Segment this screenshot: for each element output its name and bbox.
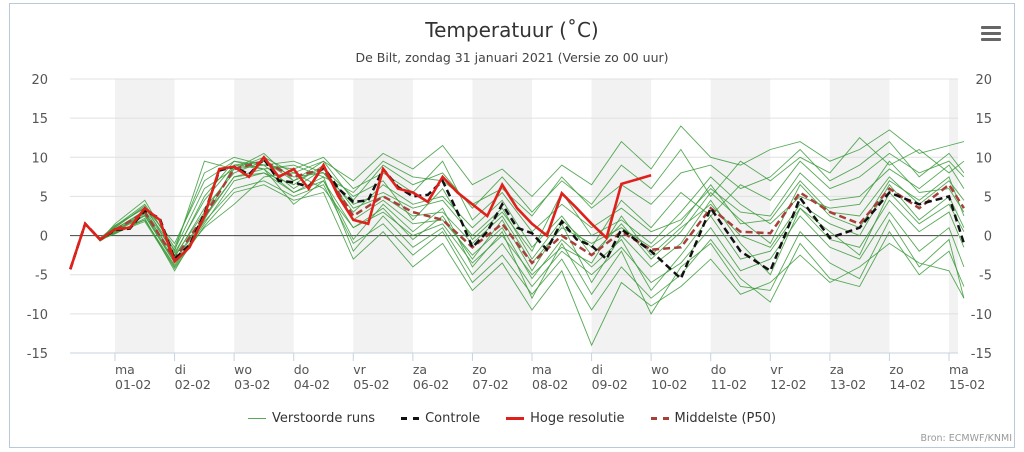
legend-item-control[interactable]: Controle [401,411,480,426]
x-tick-date: 13-02 [830,377,866,392]
x-tick-day: ma [115,362,135,377]
ensemble-member-line [69,140,965,270]
ensemble-member-line [69,152,965,270]
x-tick-day: do [294,362,310,377]
ensemble-member-line [69,184,965,347]
legend: Verstoorde runs Controle Hoge resolutie … [0,411,1024,426]
x-tick-date: 01-02 [115,377,151,392]
ensemble-member-line [69,164,965,270]
y-tick-label-left: 5 [40,190,48,205]
y-tick-label-right: 20 [975,73,992,88]
y-tick-label-right: -15 [971,347,992,362]
x-tick-day: ma [949,362,969,377]
y-tick-label-right: -5 [979,269,992,284]
x-tick-day: do [711,362,727,377]
hires-line [69,155,652,270]
x-tick-day: wo [651,362,669,377]
y-tick-label-right: -10 [971,308,992,323]
ensemble-member-line [69,125,965,270]
x-tick-date: 10-02 [651,377,687,392]
legend-label-hires: Hoge resolutie [530,411,625,426]
chart-subtitle: De Bilt, zondag 31 januari 2021 (Versie … [355,50,669,65]
y-tick-label-right: 0 [984,230,992,245]
x-tick-day: za [413,362,427,377]
ensemble-member-line [69,137,965,270]
chart-title: Temperatuur (˚C) [425,18,599,42]
y-tick-label-right: 15 [975,112,992,127]
source-credit: Bron: ECMWF/KNMI [920,433,1013,444]
hamburger-menu-icon[interactable] [981,26,1001,42]
x-tick-day: di [592,362,603,377]
legend-item-ensemble[interactable]: Verstoorde runs [247,411,376,426]
y-tick-label-left: 20 [31,73,48,88]
legend-swatch-ensemble [247,418,266,419]
x-tick-date: 15-02 [949,377,985,392]
x-tick-day: wo [234,362,252,377]
legend-swatch-hires [506,417,525,420]
x-tick-day: vr [770,362,783,377]
y-tick-label-left: -10 [27,308,48,323]
x-tick-date: 05-02 [353,377,389,392]
ensemble-member-line [69,168,965,276]
x-tick-date: 06-02 [413,377,449,392]
x-tick-date: 12-02 [770,377,806,392]
x-tick-date: 07-02 [472,377,508,392]
y-tick-label-right: 5 [984,190,992,205]
x-tick-day: vr [353,362,366,377]
x-tick-date: 14-02 [889,377,925,392]
x-tick-date: 08-02 [532,377,568,392]
y-tick-label-left: 10 [31,151,48,166]
legend-label-ensemble: Verstoorde runs [271,411,376,426]
y-tick-label-left: 0 [40,230,48,245]
legend-swatch-control [401,417,420,420]
y-tick-label-left: 15 [31,112,48,127]
x-tick-day: di [175,362,186,377]
x-tick-date: 04-02 [294,377,330,392]
legend-label-p50: Middelste (P50) [674,411,777,426]
legend-item-hires[interactable]: Hoge resolutie [506,411,625,426]
y-tick-label-right: 10 [975,151,992,166]
x-tick-date: 09-02 [592,377,628,392]
day-band [949,79,958,353]
legend-swatch-p50 [650,417,669,420]
x-tick-day: zo [889,362,903,377]
x-tick-day: ma [532,362,552,377]
x-tick-date: 03-02 [234,377,270,392]
day-band [234,79,294,353]
ensemble-member-line [69,164,965,292]
legend-item-p50[interactable]: Middelste (P50) [650,411,777,426]
y-tick-label-left: -15 [27,347,48,362]
y-tick-label-left: -5 [35,269,48,284]
x-tick-day: za [830,362,844,377]
x-tick-date: 02-02 [175,377,211,392]
legend-label-control: Controle [425,411,481,426]
x-tick-date: 11-02 [711,377,747,392]
x-tick-day: zo [472,362,486,377]
